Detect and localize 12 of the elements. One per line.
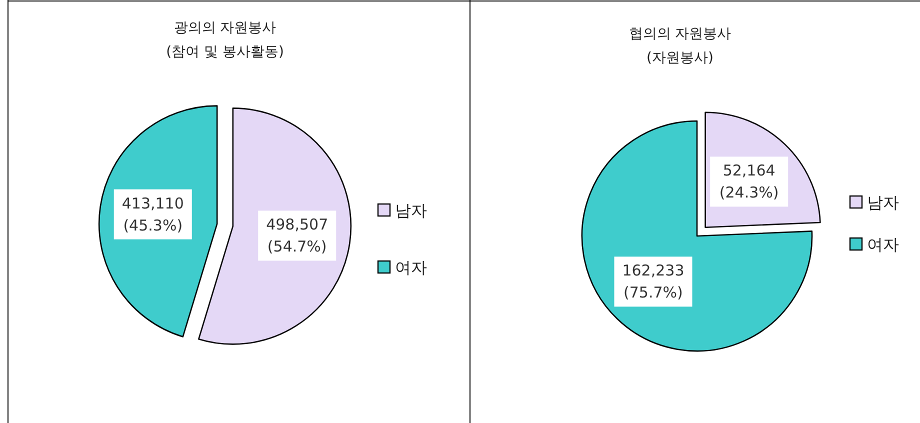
- data-label: 52,164 (24.3%): [719, 162, 779, 202]
- legend-label: 남자: [395, 201, 427, 220]
- data-label: 413,110 (45.3%): [122, 194, 184, 234]
- legend-label: 여자: [395, 258, 427, 277]
- data-label: 162,233 (75.7%): [622, 262, 684, 302]
- chart-subtitle: (참여 및 봉사활동): [166, 44, 284, 60]
- chart-subtitle: (자원봉사): [646, 50, 714, 66]
- chart-title: 광의의 자원봉사: [174, 20, 276, 36]
- legend-label: 남자: [867, 193, 899, 212]
- data-label: 498,507 (54.7%): [266, 216, 328, 256]
- legend-label: 여자: [867, 235, 899, 254]
- chart-title: 협의의 자원봉사: [628, 26, 732, 42]
